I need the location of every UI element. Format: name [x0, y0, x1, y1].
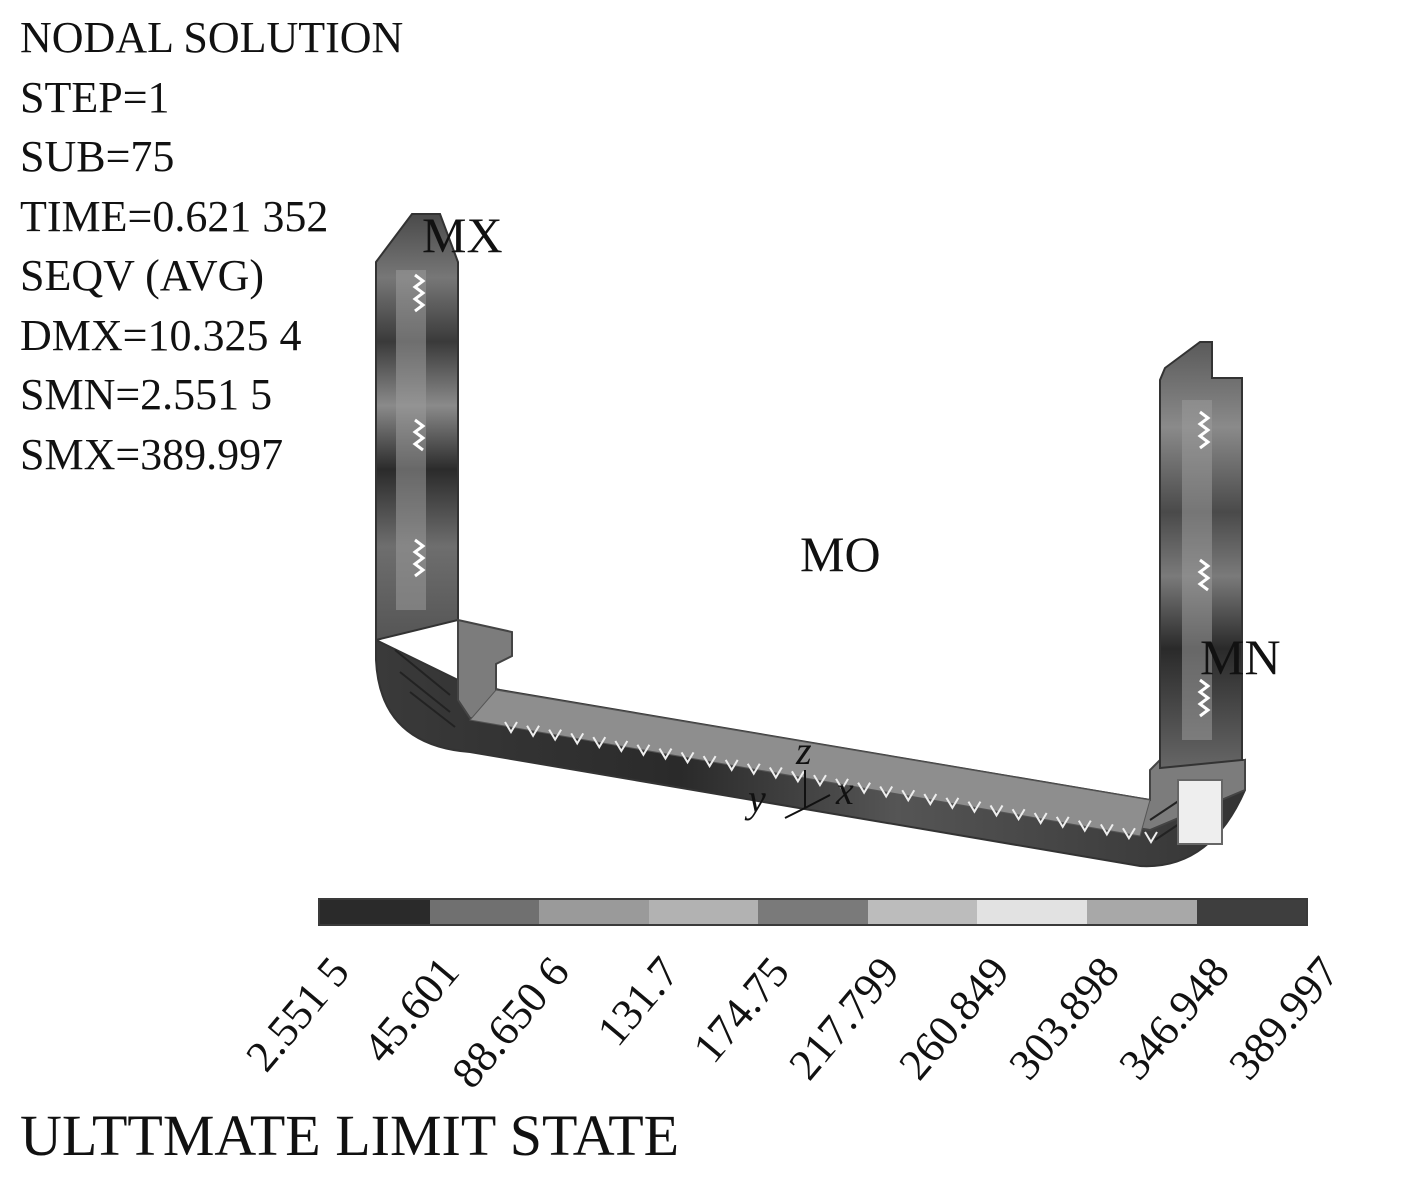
stiffener-rib	[989, 804, 1004, 818]
stiffener-rib	[636, 744, 651, 757]
stiffener-rib	[923, 793, 938, 807]
right-wall	[1159, 341, 1243, 845]
stiffener-rib	[1011, 808, 1026, 822]
stiffener-rib	[1077, 820, 1092, 833]
stiffener-rib	[746, 763, 761, 776]
stiffener-rib	[1033, 812, 1048, 825]
plot-title: ULTTMATE LIMIT STATE	[20, 1103, 680, 1168]
legend-color-cell	[1196, 900, 1307, 924]
stiffener-rib	[1144, 831, 1158, 844]
stiffener-rib	[658, 748, 673, 761]
stiffener-rib	[967, 801, 982, 814]
label-mx: MX	[422, 207, 503, 263]
stiffener-rib	[879, 785, 894, 799]
stiffener-rib	[592, 736, 607, 750]
stiffener-rib	[945, 797, 960, 810]
info-line-smn: SMN=2.551 5	[20, 370, 273, 419]
axis-label-y: y	[748, 776, 766, 821]
axis-triad	[784, 770, 831, 819]
stiffener-rib	[835, 778, 849, 791]
legend-color-cell	[758, 900, 868, 924]
stiffener-rib	[702, 755, 717, 769]
left-wall	[375, 213, 459, 642]
stiffener-rib	[526, 725, 540, 738]
legend-color-cell	[648, 900, 759, 924]
stiffener-rib	[901, 789, 916, 803]
legend-color-cell	[1086, 900, 1197, 924]
info-line-nodal-solution: NODAL SOLUTION	[20, 13, 404, 62]
stiffener-rib	[1122, 827, 1136, 841]
axis-label-z: z	[796, 728, 812, 773]
label-mo: MO	[800, 526, 881, 582]
stiffener-rib	[614, 740, 629, 753]
legend-color-cell	[977, 900, 1087, 924]
stiffener-rib	[857, 782, 871, 795]
contour-legend-bar	[318, 898, 1308, 926]
label-mn: MN	[1200, 629, 1281, 685]
info-line-sub: SUB=75	[20, 132, 175, 181]
stiffener-rib	[724, 759, 739, 772]
stiffener-rib	[813, 774, 827, 788]
stiffener-ribs	[504, 721, 1158, 844]
stiffener-rib	[680, 751, 695, 765]
legend-color-cell	[539, 900, 649, 924]
info-line-smx: SMX=389.997	[20, 429, 284, 479]
stiffener-rib	[548, 729, 562, 742]
stiffener-rib	[504, 721, 518, 734]
info-line-time: TIME=0.621 352	[20, 191, 329, 241]
stiffener-rib	[768, 767, 783, 780]
legend-color-cell	[867, 900, 978, 924]
stiffener-rib	[791, 770, 805, 784]
info-line-step: STEP=1	[20, 72, 170, 122]
info-line-dmx: DMX=10.325 4	[20, 310, 302, 360]
bottom-plate	[375, 618, 1246, 868]
info-line-seqv: SEQV (AVG)	[20, 251, 265, 300]
stiffener-rib	[1055, 816, 1070, 829]
legend-color-cell	[320, 900, 430, 924]
legend-color-cell	[429, 900, 540, 924]
axis-label-x: x	[836, 768, 854, 813]
stiffener-rib	[1100, 823, 1114, 837]
solution-info-block: NODAL SOLUTION STEP=1 SUB=75 TIME=0.621 …	[20, 8, 403, 484]
stiffener-rib	[570, 732, 585, 746]
